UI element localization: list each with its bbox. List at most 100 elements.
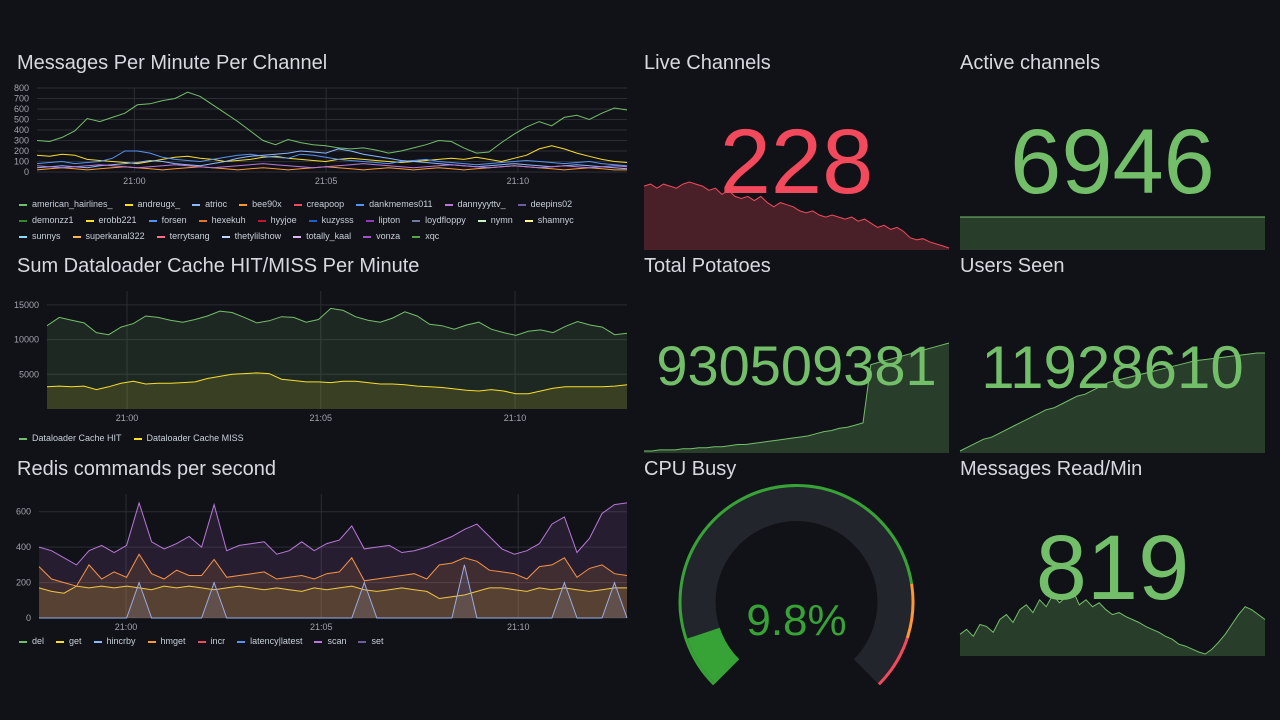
legend-item-demonzz1[interactable]: demonzz1 — [19, 212, 74, 228]
legend-item-deepins02[interactable]: deepins02 — [517, 196, 572, 212]
legend-item-kuzysss[interactable]: kuzysss — [308, 212, 354, 228]
legend-item-hyyjoe[interactable]: hyyjoe — [257, 212, 297, 228]
panel-title[interactable]: Messages Read/Min — [960, 458, 1143, 480]
legend-swatch — [19, 203, 27, 206]
x-tick-label: 21:05 — [315, 176, 338, 186]
gauge-threshold-green — [678, 484, 914, 686]
legend-label: demonzz1 — [32, 215, 74, 225]
y-tick-label: 0 — [24, 167, 29, 177]
panel-cpu-busy: CPU Busy 9.8% — [644, 458, 949, 686]
series-line-hmget[interactable] — [38, 553, 628, 587]
legend-label: loydfloppy — [425, 215, 466, 225]
legend-item-dankmemes011[interactable]: dankmemes011 — [356, 196, 433, 212]
legend-item-thetylilshow[interactable]: thetylilshow — [221, 228, 282, 244]
y-tick-label: 500 — [14, 115, 29, 125]
series-line-dankmemes011[interactable] — [36, 150, 628, 167]
series-line-american-hairlines-[interactable] — [36, 91, 628, 154]
x-tick-label: 21:00 — [115, 622, 138, 632]
legend-item-incr[interactable]: incr — [197, 633, 225, 649]
y-tick-label: 700 — [14, 94, 29, 104]
legend-item-lipton[interactable]: lipton — [365, 212, 400, 228]
legend-item-get[interactable]: get — [56, 633, 82, 649]
legend-item-loydfloppy[interactable]: loydfloppy — [412, 212, 466, 228]
legend-label: forsen — [161, 215, 187, 225]
legend-item-sunnys[interactable]: sunnys — [19, 228, 61, 244]
y-tick-label: 10000 — [14, 335, 39, 345]
legend-label: get — [69, 636, 82, 646]
legend-label: thetylilshow — [234, 231, 282, 241]
legend-item-creapoop[interactable]: creapoop — [293, 196, 345, 212]
legend-label: creapoop — [306, 199, 345, 209]
legend-item-set[interactable]: set — [358, 633, 383, 649]
legend-item-dataloader-cache-miss[interactable]: Dataloader Cache MISS — [133, 430, 244, 446]
legend-swatch — [239, 203, 248, 206]
legend-item-andreugx-[interactable]: andreugx_ — [124, 196, 181, 212]
legend-item-xqc[interactable]: xqc — [412, 228, 439, 244]
legend-item-american-hairlines-[interactable]: american_hairlines_ — [19, 196, 113, 212]
users-seen-sparkline — [959, 352, 1265, 453]
legend-item-nymn[interactable]: nymn — [477, 212, 513, 228]
series-line-scan[interactable] — [38, 501, 628, 566]
legend-item-bee90x[interactable]: bee90x — [239, 196, 282, 212]
legend-item-superkanal322[interactable]: superkanal322 — [72, 228, 145, 244]
panel-title[interactable]: Redis commands per second — [17, 458, 277, 480]
legend-item-vonza[interactable]: vonza — [363, 228, 400, 244]
x-tick-label: 21:00 — [123, 176, 146, 186]
x-tick-label: 21:10 — [507, 622, 530, 632]
legend-swatch — [19, 640, 27, 643]
legend-item-dataloader-cache-hit[interactable]: Dataloader Cache HIT — [19, 430, 122, 446]
panel-title[interactable]: CPU Busy — [644, 458, 737, 480]
series-line-dataloader-cache-miss[interactable] — [46, 372, 628, 395]
legend-swatch — [19, 219, 27, 222]
legend-item-hmget[interactable]: hmget — [147, 633, 186, 649]
users-seen-spark-line — [959, 352, 1265, 452]
stat-value: 11928610 — [981, 334, 1244, 401]
legend-item-shamnyc[interactable]: shamnyc — [524, 212, 574, 228]
x-tick-label: 21:05 — [309, 413, 332, 423]
series-area-get — [39, 586, 627, 618]
panel-title[interactable]: Total Potatoes — [644, 255, 771, 277]
panel-redis-commands: Redis commands per second 0 200 400 600 21:0… — [16, 458, 632, 653]
panel-title[interactable]: Active channels — [960, 52, 1101, 74]
legend-item-terrytsang[interactable]: terrytsang — [156, 228, 210, 244]
series-area-hincrby — [39, 564, 627, 618]
legend-item-hexekuh[interactable]: hexekuh — [198, 212, 246, 228]
legend-swatch — [524, 219, 533, 222]
series-area-hmget — [39, 554, 627, 618]
legend-item-del[interactable]: del — [19, 633, 44, 649]
panel-title[interactable]: Messages Per Minute Per Channel — [17, 52, 328, 74]
legend-label: bee90x — [252, 199, 282, 209]
y-tick-label: 400 — [14, 125, 29, 135]
total-potatoes-spark-line — [644, 342, 950, 452]
redis-chart[interactable]: 0 200 400 600 21:00 21:05 21:10 — [16, 492, 629, 632]
live-channels-sparkline — [643, 181, 950, 250]
legend-item-hincrby[interactable]: hincrby — [93, 633, 136, 649]
series-area-dataloader-cache-miss — [47, 372, 627, 409]
legend-label: dankmemes011 — [369, 199, 433, 209]
legend-swatch — [237, 640, 246, 643]
panel-title[interactable]: Users Seen — [960, 255, 1065, 277]
legend-item-latency-latest[interactable]: latency|latest — [237, 633, 302, 649]
legend-item-atrioc[interactable]: atrioc — [192, 196, 227, 212]
legend-item-forsen[interactable]: forsen — [148, 212, 187, 228]
panel-title[interactable]: Sum Dataloader Cache HIT/MISS Per Minute — [17, 255, 420, 277]
legend-label: Dataloader Cache MISS — [146, 433, 244, 443]
cache-chart[interactable]: 5000 10000 15000 21:00 21:05 21:10 — [14, 289, 629, 423]
series-line-andreugx-[interactable] — [36, 145, 628, 165]
legend-swatch — [293, 203, 302, 206]
legend-label: andreugx_ — [137, 199, 181, 209]
series-line-forsen[interactable] — [36, 148, 628, 170]
y-tick-label: 600 — [14, 104, 29, 114]
legend-item-dannyyyttv-[interactable]: dannyyyttv_ — [444, 196, 506, 212]
series-line-nymn[interactable] — [36, 163, 628, 169]
series-line-dataloader-cache-hit[interactable] — [46, 307, 628, 336]
legend-label: xqc — [425, 231, 440, 241]
series-line-hincrby[interactable] — [39, 564, 628, 619]
legend-swatch — [85, 219, 94, 222]
gauge-value: 9.8% — [746, 596, 847, 645]
panel-title[interactable]: Live Channels — [644, 52, 771, 74]
legend-item-erobb221[interactable]: erobb221 — [85, 212, 137, 228]
legend-item-scan[interactable]: scan — [314, 633, 346, 649]
legend-item-totally-kaal[interactable]: totally_kaal — [293, 228, 351, 244]
